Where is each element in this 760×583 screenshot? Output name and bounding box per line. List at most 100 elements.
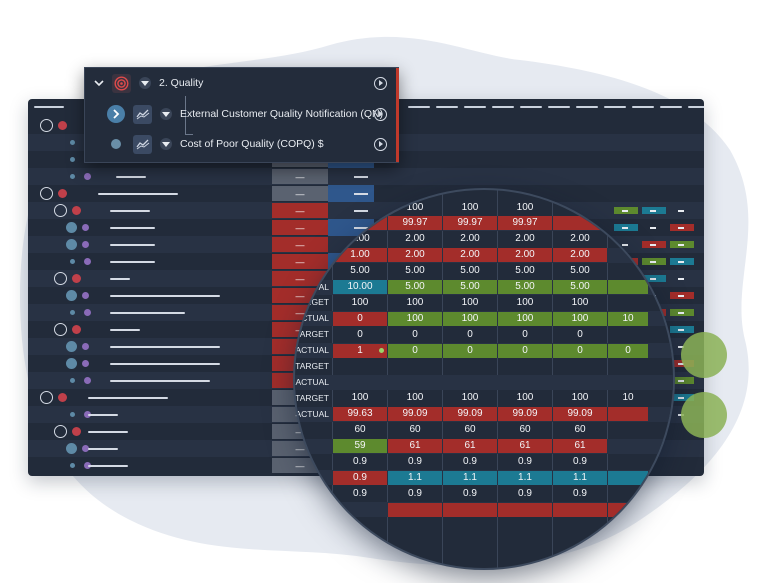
expand-circle-icon[interactable] — [40, 391, 53, 404]
lens-value-cell[interactable]: 0.9 — [518, 455, 532, 467]
table-row[interactable]: — — [28, 185, 704, 202]
expand-chevron-icon[interactable] — [107, 105, 125, 123]
lens-value-cell[interactable]: 5.00 — [570, 265, 590, 277]
lens-value-cell[interactable]: 2.00 — [460, 233, 480, 245]
lens-value-cell[interactable] — [608, 502, 648, 517]
lens-value-cell[interactable]: 61 — [553, 439, 607, 453]
lens-value-cell[interactable] — [608, 455, 648, 469]
lens-value-cell[interactable]: 60 — [464, 424, 476, 436]
lens-value-cell[interactable]: 60 — [574, 424, 586, 436]
value-cell[interactable]: — — [272, 169, 328, 184]
lens-value-cell[interactable] — [498, 502, 552, 517]
lens-row[interactable]: TARGET 100 100 100 100 100 — [295, 295, 673, 310]
dropdown-caret-icon[interactable] — [160, 138, 172, 150]
lens-value-cell[interactable] — [443, 360, 497, 374]
collapse-chevron-icon[interactable] — [91, 76, 106, 91]
lens-row[interactable]: 99.97 99.97 99.97 99.97 — [295, 215, 673, 231]
lens-value-cell[interactable] — [608, 248, 648, 262]
lens-row[interactable]: ACTUAL 0 100 100 100 100 10 — [295, 311, 673, 327]
lens-row[interactable]: ACTUAL 10.00 5.00 5.00 5.00 5.00 — [295, 279, 673, 295]
lens-value-cell[interactable]: 2.00 — [515, 233, 535, 245]
lens-value-cell[interactable]: 100 — [498, 311, 552, 326]
lens-value-cell[interactable] — [608, 232, 648, 246]
lens-value-cell[interactable]: 61 — [443, 439, 497, 453]
lens-value-cell[interactable] — [608, 423, 648, 437]
kpi-row-qn[interactable]: External Customer Quality Notification (… — [85, 99, 397, 129]
lens-value-cell[interactable]: 100 — [571, 392, 589, 404]
lens-value-cell[interactable]: 100 — [516, 296, 534, 308]
lens-value-cell[interactable]: 1.1 — [443, 470, 497, 485]
lens-value-cell[interactable]: 99.97 — [333, 216, 387, 231]
lens-value-cell[interactable]: 100 — [351, 201, 369, 213]
lens-row[interactable]: TARGET 0 0 0 0 0 — [295, 327, 673, 342]
table-row[interactable]: — — [28, 168, 704, 185]
lens-value-cell[interactable]: 2.00 — [388, 248, 442, 263]
lens-value-cell[interactable]: 99.09 — [388, 407, 442, 422]
lens-value-cell[interactable] — [388, 502, 442, 517]
lens-value-cell[interactable] — [443, 375, 497, 389]
lens-value-cell[interactable]: 0 — [522, 328, 528, 340]
lens-value-cell[interactable]: 10.00 — [333, 280, 387, 294]
lens-value-cell[interactable]: 0 — [498, 343, 552, 358]
lens-value-cell[interactable] — [608, 328, 648, 342]
lens-value-cell[interactable]: 100 — [406, 296, 424, 308]
lens-value-cell[interactable]: 5.00 — [388, 280, 442, 294]
lens-value-cell[interactable] — [498, 375, 552, 389]
lens-value-cell[interactable]: 100 — [406, 201, 424, 213]
lens-value-cell[interactable]: 10 — [608, 311, 648, 326]
lens-value-cell[interactable]: 100 — [461, 201, 479, 213]
lens-value-cell[interactable]: 2.00 — [498, 248, 552, 263]
dropdown-caret-icon[interactable] — [139, 77, 151, 89]
lens-value-cell[interactable] — [608, 360, 648, 374]
lens-value-cell[interactable]: 100 — [406, 392, 424, 404]
lens-value-cell[interactable]: 60 — [519, 424, 531, 436]
lens-value-cell[interactable]: 61 — [388, 439, 442, 453]
lens-value-cell[interactable]: 99.09 — [553, 407, 607, 422]
lens-value-cell[interactable] — [608, 216, 648, 230]
lens-row[interactable]: 59 61 61 61 61 — [295, 438, 673, 454]
lens-row[interactable]: 100 100 100 100 — [295, 200, 673, 215]
lens-row[interactable]: 1.00 2.00 2.00 2.00 2.00 — [295, 247, 673, 263]
lens-value-cell[interactable]: 0.9 — [463, 487, 477, 499]
lens-value-cell[interactable]: 0.9 — [573, 487, 587, 499]
lens-value-cell[interactable]: 2.00 — [405, 233, 425, 245]
lens-value-cell[interactable] — [553, 375, 607, 389]
lens-value-cell[interactable]: 10 — [622, 392, 634, 404]
dropdown-caret-icon[interactable] — [160, 108, 172, 120]
lens-value-cell[interactable] — [553, 201, 607, 215]
lens-value-cell[interactable]: 99.09 — [443, 407, 497, 422]
value-cell[interactable]: — — [272, 186, 328, 201]
lens-value-cell[interactable] — [608, 407, 648, 422]
lens-value-cell[interactable]: 100 — [461, 392, 479, 404]
lens-value-cell[interactable]: 0 — [412, 328, 418, 340]
expand-circle-icon[interactable] — [40, 119, 53, 132]
lens-value-cell[interactable]: 2.00 — [570, 233, 590, 245]
lens-row[interactable]: ACTUAL 1 0 0 0 0 0 — [295, 343, 673, 359]
lens-row[interactable]: 0.9 0.9 0.9 0.9 0.9 — [295, 454, 673, 469]
lens-value-cell[interactable] — [608, 487, 648, 501]
lens-value-cell[interactable]: 5.00 — [405, 265, 425, 277]
lens-value-cell[interactable] — [608, 201, 648, 215]
lens-value-cell[interactable]: 0.9 — [333, 470, 387, 485]
lens-value-cell[interactable]: 1.1 — [553, 470, 607, 485]
lens-row[interactable] — [295, 502, 673, 518]
lens-value-cell[interactable]: 0.9 — [408, 455, 422, 467]
lens-value-cell[interactable]: 100 — [571, 296, 589, 308]
lens-value-cell[interactable]: 1.1 — [388, 470, 442, 485]
play-icon[interactable] — [374, 76, 387, 90]
lens-value-cell[interactable]: 5.00 — [443, 280, 497, 294]
lens-row[interactable]: TARGET — [295, 359, 673, 374]
lens-value-cell[interactable] — [498, 360, 552, 374]
lens-value-cell[interactable]: 100 — [388, 311, 442, 326]
lens-row[interactable]: TARGET 100 100 100 100 100 10 — [295, 391, 673, 406]
lens-value-cell[interactable]: 0 — [553, 343, 607, 358]
lens-value-cell[interactable]: 2.00 — [553, 248, 607, 263]
lens-value-cell[interactable]: 0 — [577, 328, 583, 340]
lens-value-cell[interactable]: 5.00 — [460, 265, 480, 277]
value-cell[interactable]: — — [272, 203, 328, 218]
lens-value-cell[interactable]: 5.00 — [553, 280, 607, 294]
lens-value-cell[interactable]: 100 — [443, 311, 497, 326]
lens-value-cell[interactable]: 100 — [553, 311, 607, 326]
lens-value-cell[interactable]: 5.00 — [515, 265, 535, 277]
lens-value-cell[interactable]: 100 — [516, 201, 534, 213]
